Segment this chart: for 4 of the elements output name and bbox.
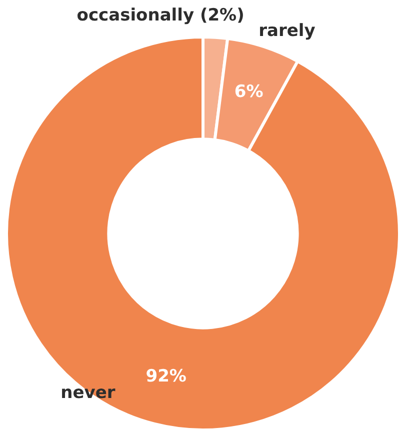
- data-label: 6%: [234, 82, 264, 102]
- data-label: 92%: [146, 366, 186, 387]
- slice-label: rarely: [258, 20, 316, 41]
- slice-label: occasionally (2%): [76, 5, 244, 26]
